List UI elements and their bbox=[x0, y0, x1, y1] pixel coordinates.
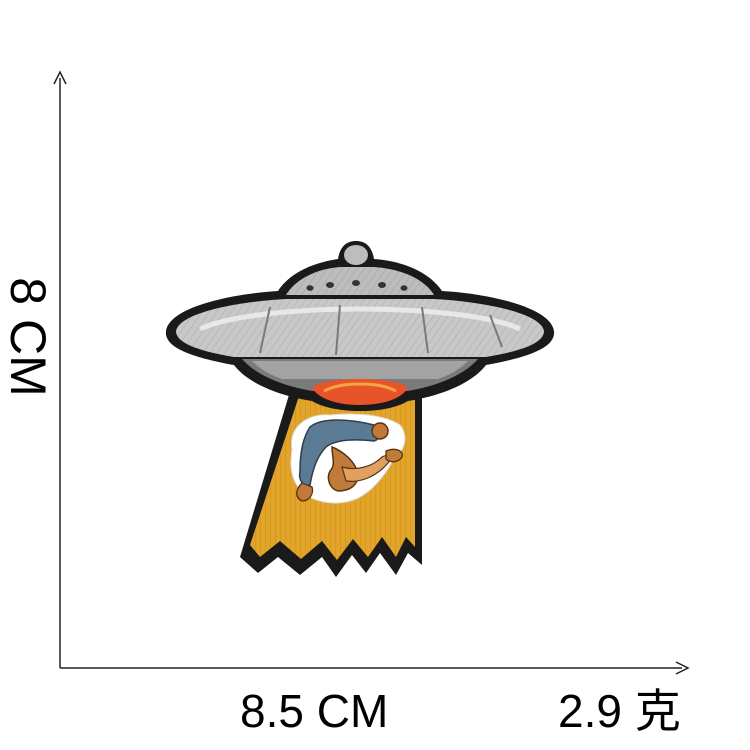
height-axis-arrow bbox=[53, 70, 67, 85]
ufo-abduction-patch-icon bbox=[165, 241, 555, 577]
weight-label: 2.9 克 bbox=[558, 685, 681, 737]
width-axis-arrow bbox=[675, 661, 690, 675]
height-label: 8 CM bbox=[0, 277, 56, 397]
abducted-figure bbox=[290, 413, 406, 504]
dome-windows bbox=[306, 280, 408, 291]
width-label: 8.5 CM bbox=[240, 685, 389, 737]
